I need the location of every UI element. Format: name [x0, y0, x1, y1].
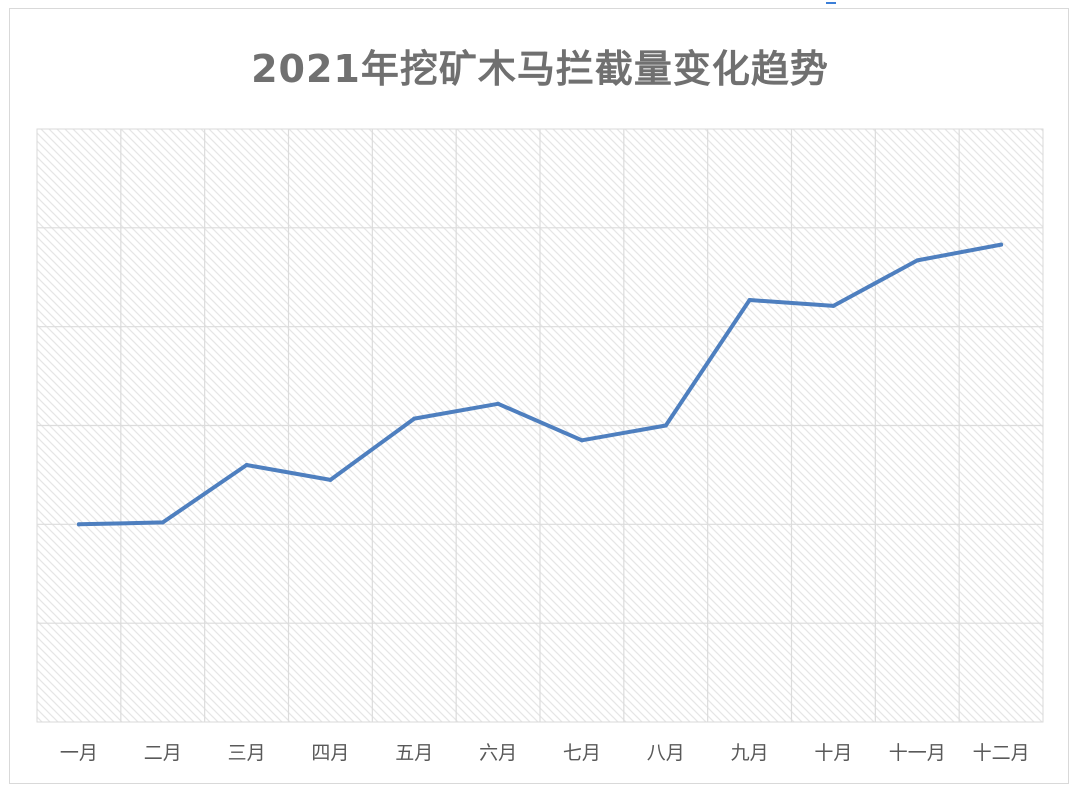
x-axis-tick-labels: 一月 二月 三月 四月 五月 六月 七月 八月 九月 十月 十一月 十二月 — [60, 742, 1030, 764]
data-point — [244, 463, 249, 468]
data-point — [831, 303, 836, 308]
data-point — [160, 520, 165, 525]
x-tick-label: 四月 — [311, 742, 349, 764]
x-tick-label: 二月 — [144, 742, 182, 764]
series-layer — [76, 242, 1004, 527]
data-point — [579, 438, 584, 443]
x-tick-label: 三月 — [228, 742, 266, 764]
vertical-gridlines — [120, 129, 960, 722]
data-point — [328, 477, 333, 482]
data-point — [663, 423, 668, 428]
data-point — [76, 522, 81, 527]
data-point — [915, 258, 920, 263]
chart-title: 2021年挖矿木马拦截量变化趋势 — [251, 47, 829, 91]
data-point — [999, 242, 1004, 247]
data-point — [747, 297, 752, 302]
x-tick-label: 五月 — [395, 742, 433, 764]
x-tick-label: 一月 — [60, 742, 98, 764]
data-point — [496, 401, 501, 406]
x-tick-label: 十二月 — [973, 742, 1030, 764]
x-tick-label: 九月 — [731, 742, 769, 764]
x-tick-label: 七月 — [563, 742, 601, 764]
x-tick-label: 十一月 — [889, 742, 946, 764]
top-accent-mark — [826, 0, 836, 4]
x-tick-label: 六月 — [479, 742, 517, 764]
data-point — [412, 416, 417, 421]
series-line — [76, 242, 1004, 527]
x-tick-label: 十月 — [814, 742, 852, 764]
x-tick-label: 八月 — [647, 742, 685, 764]
